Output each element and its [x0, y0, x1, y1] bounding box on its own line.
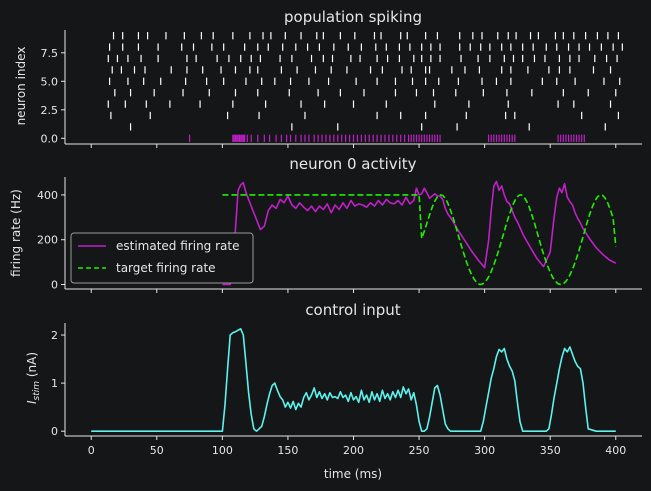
panel-population-spiking: population spiking neuron index 0.0 2.5 5.… — [14, 8, 642, 148]
x-tick-label: 0 — [88, 444, 95, 457]
legend-label-estimated: estimated firing rate — [116, 239, 239, 253]
chart-title: neuron 0 activity — [289, 155, 416, 173]
y-axis-label: neuron index — [14, 47, 28, 126]
x-tick-label: 350 — [540, 444, 561, 457]
axes: 0 1 2 0 50 100 150 200 250 300 350 400 — [51, 323, 642, 457]
x-tick-label: 300 — [474, 444, 495, 457]
axes: 0 200 400 — [37, 177, 642, 293]
panel-neuron-activity: neuron 0 activity firing rate (Hz) 0 200 4… — [9, 155, 642, 293]
y-tick-label: 400 — [37, 189, 58, 202]
x-tick-label: 200 — [343, 444, 364, 457]
series-line-target-firing-rate — [222, 194, 617, 286]
axes: 0.0 2.5 5.0 7.5 — [41, 30, 642, 148]
y-tick-label: 0 — [51, 425, 58, 438]
y-tick-label: 2 — [51, 329, 58, 342]
y-tick-label: 2.5 — [41, 104, 59, 117]
y-tick-label: 5.0 — [41, 75, 59, 88]
series-lines — [91, 327, 616, 433]
series-line-estimated-firing-rate — [222, 180, 617, 286]
series-lines — [222, 180, 617, 286]
y-axis-label: Istim (nA) — [25, 352, 42, 404]
x-axis-label: time (ms) — [324, 467, 382, 481]
legend-label-target: target firing rate — [116, 261, 216, 275]
x-tick-label: 400 — [605, 444, 626, 457]
series-line-control-input — [91, 327, 616, 433]
legend-box — [70, 232, 254, 284]
x-tick-label: 150 — [277, 444, 298, 457]
y-axis-label: firing rate (Hz) — [9, 189, 23, 277]
panel-control-input: control input Istim (nA) time (ms) 0 1 2 0 5… — [25, 301, 642, 481]
x-tick-label: 50 — [150, 444, 164, 457]
chart-title: population spiking — [284, 8, 422, 26]
y-tick-label: 7.5 — [41, 47, 59, 60]
y-tick-label: 0 — [51, 279, 58, 292]
x-tick-label: 250 — [409, 444, 430, 457]
y-tick-label: 200 — [37, 234, 58, 247]
x-tick-label: 100 — [212, 444, 233, 457]
y-tick-label: 1 — [51, 377, 58, 390]
chart-title: control input — [305, 301, 400, 319]
spike-raster — [107, 32, 623, 142]
legend: estimated firing rate target firing rate — [70, 232, 254, 284]
y-tick-label: 0.0 — [41, 132, 59, 145]
